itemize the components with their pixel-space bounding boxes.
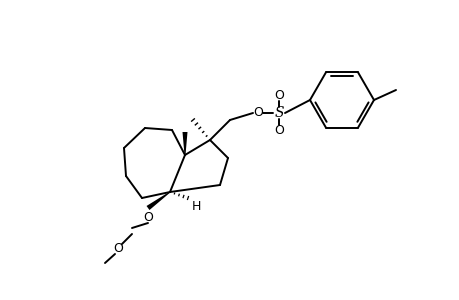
Text: O: O xyxy=(274,88,283,101)
Text: H: H xyxy=(191,200,200,212)
Text: O: O xyxy=(252,106,263,119)
Text: S: S xyxy=(274,106,283,120)
Polygon shape xyxy=(182,132,187,155)
Text: O: O xyxy=(143,212,152,224)
Polygon shape xyxy=(146,192,170,210)
Text: O: O xyxy=(113,242,123,256)
Text: O: O xyxy=(274,124,283,137)
